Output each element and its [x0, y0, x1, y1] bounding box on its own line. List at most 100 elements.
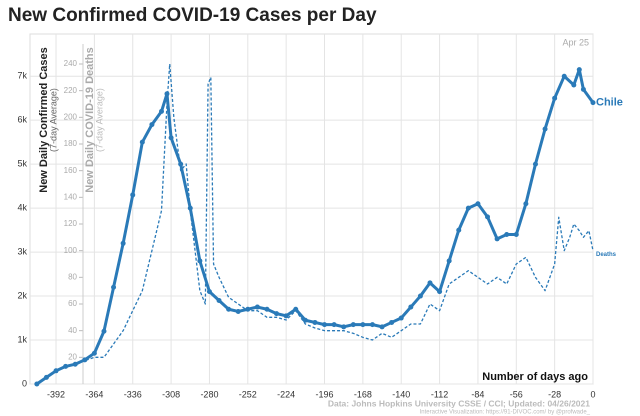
y2-tick-label: 100	[64, 246, 78, 255]
x-tick-label: -140	[392, 389, 410, 399]
y2-tick-label: 40	[68, 326, 77, 335]
series-point	[427, 280, 433, 286]
series-point	[283, 313, 289, 319]
series-point	[302, 317, 308, 323]
series-point	[130, 192, 136, 198]
series-point	[417, 293, 423, 299]
series-point	[590, 100, 596, 106]
series-point	[197, 258, 203, 264]
series-point	[369, 322, 375, 328]
x-tick-label: -280	[200, 389, 218, 399]
y2-tick-label: 200	[64, 112, 78, 121]
series-point	[523, 201, 529, 207]
y2-axis-label: New Daily COVID-19 Deaths	[84, 47, 96, 193]
series-point	[437, 289, 443, 295]
series-point	[446, 258, 452, 264]
y2-tick-label: 240	[64, 59, 78, 68]
series-point	[542, 126, 548, 132]
x-tick-label: -364	[85, 389, 103, 399]
series-point	[532, 161, 538, 167]
x-tick-label: -336	[124, 389, 142, 399]
date-annotation: Apr 25	[562, 37, 589, 47]
series-point	[331, 322, 337, 328]
y-tick-label: 3k	[17, 246, 27, 256]
x-tick-label: 0	[590, 389, 595, 399]
x-tick-label: -196	[316, 389, 334, 399]
y2-tick-label: 180	[64, 139, 78, 148]
chart-title: New Confirmed COVID-19 Cases per Day	[8, 5, 377, 26]
y2-tick-label: 20	[68, 352, 77, 361]
y2-axis-sublabel: (7-day Average)	[94, 88, 104, 152]
series-point	[408, 304, 414, 310]
series-point	[485, 214, 491, 220]
series-point	[164, 91, 170, 97]
y-axis-sublabel: (7-day Average)	[48, 88, 58, 152]
series-point	[111, 284, 117, 290]
y-tick-label: 6k	[17, 115, 27, 125]
series-point	[576, 67, 582, 73]
series-point	[254, 304, 260, 310]
x-tick-label: -28	[548, 389, 561, 399]
y2-tick-label: 160	[64, 166, 78, 175]
series-point	[379, 324, 385, 330]
series-label: Deaths	[596, 252, 617, 258]
series-point	[226, 306, 232, 312]
y-tick-label: 4k	[17, 202, 27, 212]
series-point	[101, 328, 107, 334]
series-point	[561, 73, 567, 79]
y-tick-label: 7k	[17, 71, 27, 81]
series-point	[513, 232, 519, 238]
x-tick-label: -84	[471, 389, 484, 399]
series-point	[312, 319, 318, 325]
series-point	[494, 236, 500, 242]
y-tick-label: 0	[22, 378, 27, 388]
series-point	[235, 308, 241, 314]
series-point	[120, 240, 126, 246]
plot-frame	[29, 33, 594, 385]
y-tick-label: 2k	[17, 290, 27, 300]
series-point	[274, 311, 280, 317]
series-point	[350, 322, 356, 328]
credit: Interactive Visualization: https://91-DI…	[420, 410, 591, 416]
series-point	[475, 201, 481, 207]
series-point	[398, 315, 404, 321]
series-label: Chile	[596, 96, 623, 108]
series-point	[149, 122, 155, 128]
x-tick-label: -112	[431, 389, 448, 399]
y-tick-label: 5k	[17, 159, 27, 169]
series-point	[389, 319, 395, 325]
series-point	[552, 95, 558, 101]
y2-tick-label: 80	[68, 272, 77, 281]
y-axis-label: New Daily Confirmed Cases	[38, 47, 50, 193]
series-point	[341, 324, 347, 330]
y-tick-label: 1k	[17, 334, 27, 344]
series-point	[139, 139, 145, 145]
series-line	[36, 63, 594, 385]
series-point	[216, 297, 222, 303]
series-point	[264, 306, 270, 312]
x-tick-label: -308	[162, 389, 180, 399]
x-tick-label: -168	[354, 389, 372, 399]
series-point	[456, 227, 462, 233]
series-line	[35, 68, 595, 386]
x-tick-label: -56	[510, 389, 523, 399]
series-point	[504, 232, 510, 238]
series-point	[91, 350, 97, 356]
series-point	[159, 108, 165, 114]
series-point	[580, 86, 586, 92]
series-point	[293, 306, 299, 312]
series-point	[322, 322, 328, 328]
source: Data: Johns Hopkins University CSSE / CC…	[328, 398, 590, 408]
y2-tick-label: 220	[64, 86, 78, 95]
series-point	[360, 322, 366, 328]
series-point	[571, 82, 577, 88]
series-point	[206, 289, 212, 295]
y2-tick-label: 120	[64, 219, 78, 228]
y2-tick-label: 140	[64, 192, 78, 201]
y2-tick-label: 60	[68, 299, 77, 308]
x-tick-label: -224	[277, 389, 295, 399]
x-tick-label: -392	[47, 389, 65, 399]
x-axis-label: Number of days ago	[482, 371, 588, 383]
series-point	[465, 205, 471, 211]
